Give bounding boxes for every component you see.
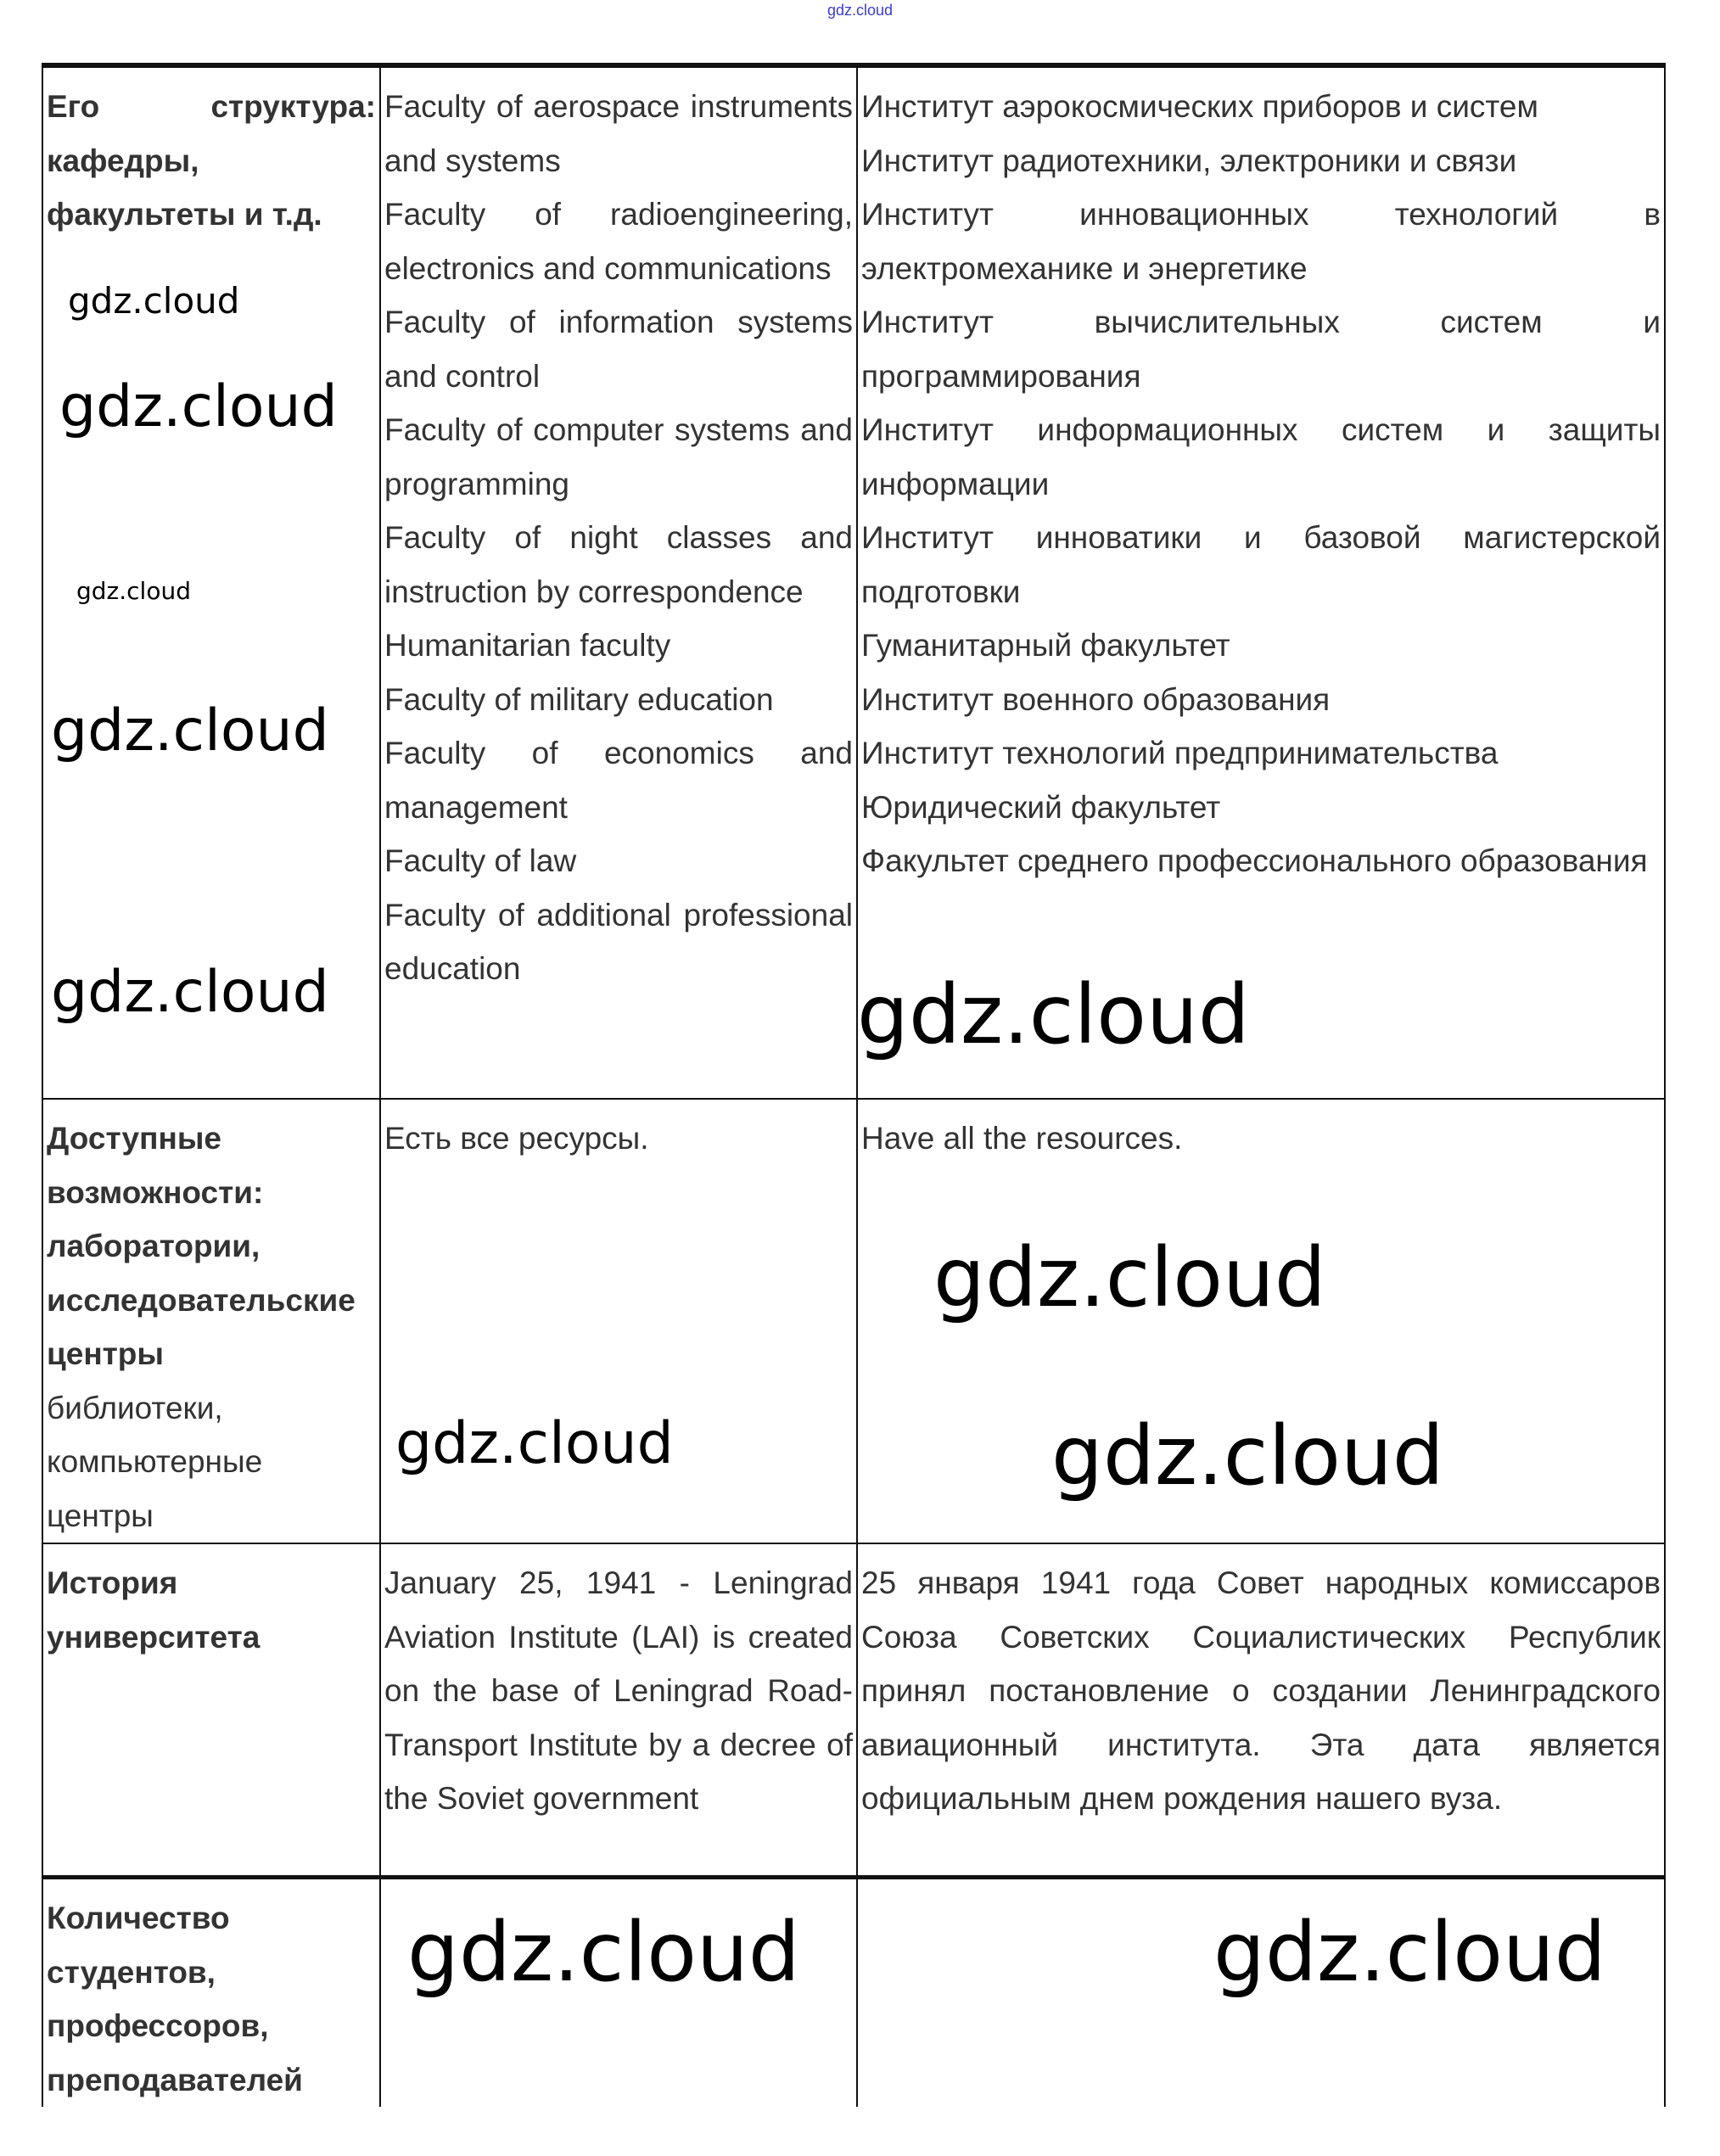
english-cell: Have all the resources. <box>856 1098 1666 1543</box>
russian-cell: 25 января 1941 года Совет народных комис… <box>856 1543 1666 1878</box>
row-label: Его структура: кафедры, факультеты и т.д… <box>42 63 381 1099</box>
list-item: Институт инноватики и базовой магистерск… <box>861 520 1661 609</box>
list-item: Институт военного образования <box>861 681 1331 717</box>
watermark: gdz.cloud <box>68 280 240 322</box>
row-label: Количество студентов, профессоров, препо… <box>42 1875 381 2107</box>
list-item: Faculty of military education <box>384 681 774 717</box>
row-label-text: Доступные возможности: лаборатории, иссл… <box>47 1121 356 1371</box>
list-item: Институт технологий предпринимательства <box>861 736 1499 770</box>
watermark: gdz.cloud <box>1213 1905 1606 2000</box>
watermark: gdz.cloud <box>76 577 191 605</box>
watermark: gdz.cloud <box>51 959 329 1026</box>
table-row-structure: Его структура: кафедры, факультеты и т.д… <box>42 63 1666 1099</box>
list-item: Институт инновационных технологий в элек… <box>861 197 1661 286</box>
row-label-text: Количество студентов, профессоров, препо… <box>47 1901 303 2097</box>
list-item: Гуманитарный факультет <box>861 628 1230 663</box>
row-label-text: История университета <box>47 1565 261 1655</box>
list-item: Faculty of radioengineering, electronics… <box>384 197 853 286</box>
watermark: gdz.cloud <box>407 1905 800 2000</box>
list-item: Институт радиотехники, электроники и свя… <box>861 143 1517 178</box>
watermark: gdz.cloud <box>857 967 1250 1062</box>
cell-text: Есть все ресурсы. <box>384 1121 649 1156</box>
row-label: История университета <box>42 1543 381 1878</box>
watermark: gdz.cloud <box>1051 1408 1444 1504</box>
university-info-table: Его структура: кафедры, факультеты и т.д… <box>42 63 1666 2107</box>
russian-cell: Институт аэрокосмических приборов и сист… <box>856 63 1666 1099</box>
list-item: Faculty of additional professional educa… <box>384 897 853 987</box>
list-item: Юридический факультет <box>861 789 1221 825</box>
list-item: Faculty of night classes and instruction… <box>384 520 853 609</box>
watermark: gdz.cloud <box>51 697 329 764</box>
watermark: gdz.cloud <box>395 1410 674 1477</box>
table-row-counts: Количество студентов, профессоров, препо… <box>42 1875 1666 2107</box>
row-label-text: Его структура: кафедры, факультеты и т.д… <box>47 89 376 232</box>
list-item: Институт вычислительных систем и програм… <box>861 305 1661 394</box>
english-cell: January 25, 1941 - Leningrad Aviation In… <box>379 1543 858 1878</box>
watermark: gdz.cloud <box>933 1230 1326 1325</box>
list-item: Faculty of computer systems and programm… <box>384 412 853 501</box>
list-item: Институт информационных систем и защиты … <box>861 412 1661 501</box>
list-item: Faculty of law <box>384 843 577 878</box>
table-row-history: История университета January 25, 1941 - … <box>42 1543 1666 1878</box>
list-item: Faculty of information systems and contr… <box>384 305 853 394</box>
empty-cell <box>379 1875 858 2107</box>
cell-text: January 25, 1941 - Leningrad Aviation In… <box>384 1565 853 1816</box>
list-item: Институт аэрокосмических приборов и сист… <box>861 89 1538 124</box>
russian-cell: Есть все ресурсы. <box>379 1098 858 1543</box>
english-cell: Faculty of aerospace instruments and sys… <box>379 63 858 1099</box>
watermark: gdz.cloud <box>59 373 338 440</box>
top-watermark: gdz.cloud <box>826 2 894 19</box>
row-label-subtext: библиотеки, компьютерные центры <box>47 1390 263 1533</box>
list-item: Humanitarian faculty <box>384 628 671 663</box>
list-item: Faculty of aerospace instruments and sys… <box>384 89 853 178</box>
list-item: Факультет среднего профессионального обр… <box>861 843 1648 878</box>
cell-text: 25 января 1941 года Совет народных комис… <box>861 1565 1661 1816</box>
cell-text: Have all the resources. <box>861 1121 1183 1156</box>
table-row-facilities: Доступные возможности: лаборатории, иссл… <box>42 1098 1666 1543</box>
list-item: Faculty of economics and management <box>384 736 853 825</box>
row-label: Доступные возможности: лаборатории, иссл… <box>42 1098 381 1543</box>
empty-cell <box>856 1875 1666 2107</box>
